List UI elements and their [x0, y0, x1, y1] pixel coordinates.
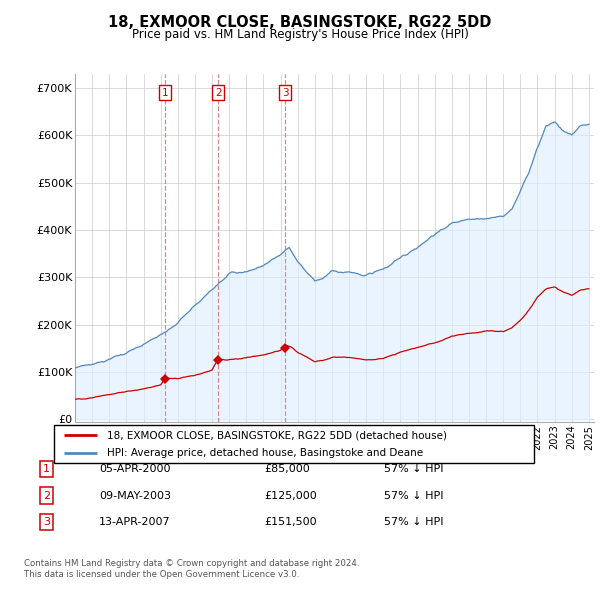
- Text: 05-APR-2000: 05-APR-2000: [99, 464, 170, 474]
- Text: 57% ↓ HPI: 57% ↓ HPI: [384, 517, 443, 527]
- Text: £125,000: £125,000: [264, 491, 317, 500]
- Text: 57% ↓ HPI: 57% ↓ HPI: [384, 464, 443, 474]
- Text: 13-APR-2007: 13-APR-2007: [99, 517, 170, 527]
- Text: 1: 1: [162, 88, 169, 98]
- Text: HPI: Average price, detached house, Basingstoke and Deane: HPI: Average price, detached house, Basi…: [107, 448, 423, 458]
- Text: £151,500: £151,500: [264, 517, 317, 527]
- Text: 1: 1: [43, 464, 50, 474]
- Text: 18, EXMOOR CLOSE, BASINGSTOKE, RG22 5DD: 18, EXMOOR CLOSE, BASINGSTOKE, RG22 5DD: [109, 15, 491, 30]
- Text: 57% ↓ HPI: 57% ↓ HPI: [384, 491, 443, 500]
- Text: Price paid vs. HM Land Registry's House Price Index (HPI): Price paid vs. HM Land Registry's House …: [131, 28, 469, 41]
- Text: 3: 3: [282, 88, 289, 98]
- Text: 18, EXMOOR CLOSE, BASINGSTOKE, RG22 5DD (detached house): 18, EXMOOR CLOSE, BASINGSTOKE, RG22 5DD …: [107, 430, 447, 440]
- Text: 09-MAY-2003: 09-MAY-2003: [99, 491, 171, 500]
- Text: This data is licensed under the Open Government Licence v3.0.: This data is licensed under the Open Gov…: [24, 571, 299, 579]
- FancyBboxPatch shape: [54, 425, 534, 463]
- Text: Contains HM Land Registry data © Crown copyright and database right 2024.: Contains HM Land Registry data © Crown c…: [24, 559, 359, 568]
- Text: 2: 2: [215, 88, 221, 98]
- Text: £85,000: £85,000: [264, 464, 310, 474]
- Text: 3: 3: [43, 517, 50, 527]
- Text: 2: 2: [43, 491, 50, 500]
